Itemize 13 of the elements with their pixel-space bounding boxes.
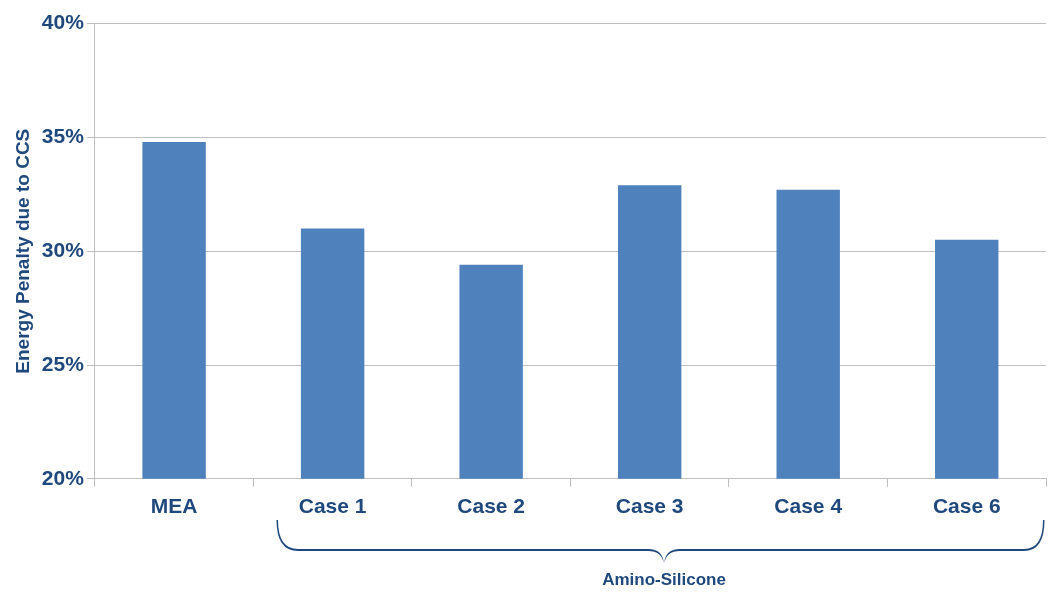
y-axis-title: Energy Penalty due to CCS: [11, 128, 33, 374]
x-tick-label: Case 6: [932, 494, 1001, 518]
x-tick-label: Case 3: [615, 494, 684, 518]
x-tick-label: Case 4: [774, 494, 843, 518]
x-tick-label: Case 1: [298, 494, 367, 518]
text: Amino-Silicone: [601, 570, 727, 590]
y-tick-label: 35%: [41, 124, 85, 148]
y-tick-label: 25%: [41, 351, 85, 375]
x-tick-label: MEA: [150, 494, 198, 518]
x-tick-label: Case 2: [457, 494, 526, 518]
y-tick-label: 20%: [41, 465, 85, 489]
y-tick-label: 40%: [41, 10, 85, 34]
y-tick-label: 30%: [41, 238, 85, 261]
